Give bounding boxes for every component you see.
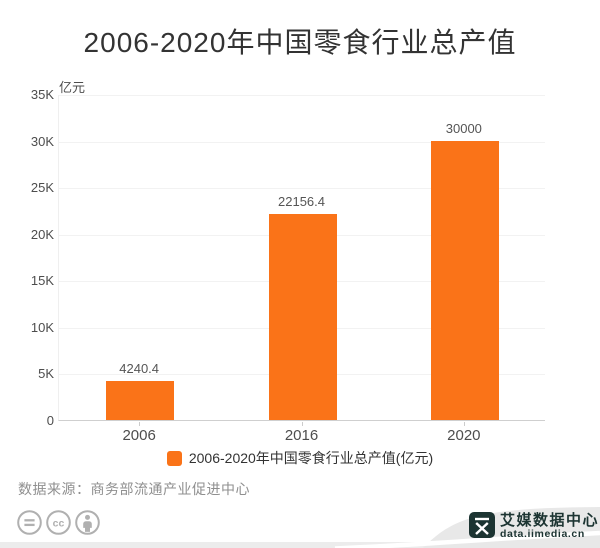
watermark-ribbon [0, 507, 600, 548]
attribution-person-icon [75, 510, 100, 535]
creative-commons-icon: cc [46, 510, 71, 535]
brand-name: 艾媒数据中心 [500, 512, 600, 529]
x-axis-label: 2006 [122, 427, 156, 444]
iimedia-logo-icon [469, 512, 495, 538]
y-axis-tick-label: 15K [30, 273, 54, 289]
bar-2006[interactable] [106, 381, 175, 420]
license-icons: cc [16, 509, 101, 536]
y-axis-tick-label: 5K [38, 366, 54, 382]
iimedia-brand-text: 艾媒数据中心 data.iimedia.cn [500, 512, 599, 540]
bar-value-label: 4240.4 [119, 361, 160, 376]
x-axis-label: 2016 [284, 427, 319, 444]
legend-swatch-icon [166, 450, 182, 466]
gridline [59, 188, 545, 190]
x-axis-label: 2020 [447, 427, 481, 444]
x-axis-tick [301, 422, 303, 426]
y-axis-tick-label: 35K [30, 87, 54, 102]
y-axis-tick-label: 0 [46, 413, 54, 428]
x-axis-tick [463, 422, 465, 426]
bar-2016[interactable] [268, 214, 337, 420]
plot-area [58, 95, 545, 421]
legend-label: 2006-2020年中国零食行业总产值(亿元) [188, 450, 434, 466]
brand-domain: data.iimedia.cn [500, 528, 585, 540]
y-axis-tick-label: 20K [30, 226, 54, 242]
no-derivatives-equals-icon [17, 510, 42, 535]
iimedia-brand: 艾媒数据中心 data.iimedia.cn [469, 512, 599, 540]
y-axis-unit-label: 亿元 [59, 80, 86, 95]
bar-2020[interactable] [430, 141, 499, 420]
y-axis-tick-label: 30K [30, 133, 54, 149]
y-axis-tick-label: 25K [30, 180, 54, 196]
legend-item[interactable]: 2006-2020年中国零食行业总产值(亿元) [0, 448, 600, 468]
y-axis-tick-label: 10K [30, 319, 54, 335]
data-source-text: 数据来源：商务部流通产业促进中心 [18, 481, 250, 497]
x-axis-tick [139, 422, 141, 426]
gridline [59, 95, 545, 96]
bar-value-label: 30000 [445, 121, 482, 136]
svg-text:cc: cc [53, 517, 65, 529]
bar-value-label: 22156.4 [278, 194, 325, 209]
gridline [59, 141, 545, 143]
chart-title: 2006-2020年中国零食行业总产值 [83, 27, 517, 58]
